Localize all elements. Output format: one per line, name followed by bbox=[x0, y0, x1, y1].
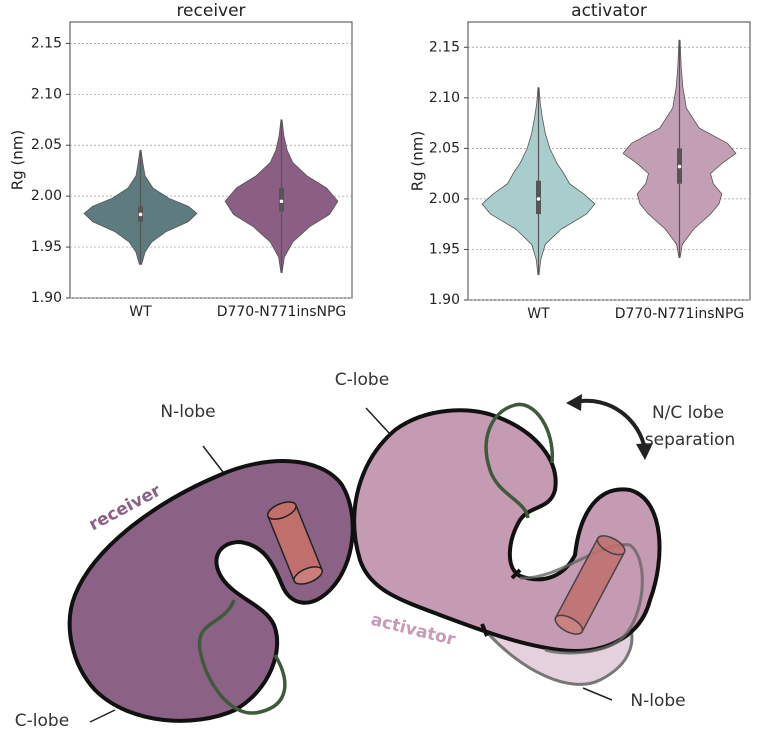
label: N-lobe bbox=[160, 402, 215, 422]
hinge-mark bbox=[480, 623, 489, 637]
diagram: N-lobe C-lobe receiver activator N/C lob… bbox=[15, 370, 735, 731]
median bbox=[677, 164, 682, 169]
label: separation bbox=[645, 430, 736, 450]
y-axis-label: Rg (nm) bbox=[9, 130, 27, 191]
activator-loop bbox=[484, 402, 554, 519]
y-tick-label: 2.15 bbox=[31, 35, 62, 51]
y-tick-label: 1.90 bbox=[31, 290, 62, 306]
chart-title: activator bbox=[571, 1, 647, 21]
median bbox=[279, 199, 284, 204]
activator-helix bbox=[554, 535, 626, 635]
x-tick-label: D770-N771insNPG bbox=[217, 304, 347, 320]
y-tick-label: 2.00 bbox=[429, 191, 460, 207]
x-tick-label: WT bbox=[527, 306, 550, 322]
activator-shape bbox=[352, 408, 662, 653]
pointer bbox=[202, 445, 224, 473]
x-tick-label: D770-N771insNPG bbox=[615, 306, 745, 322]
y-tick-label: 2.10 bbox=[429, 90, 460, 106]
y-tick-label: 1.90 bbox=[429, 292, 460, 308]
pointer bbox=[89, 709, 116, 723]
label: N-lobe bbox=[630, 691, 685, 711]
y-tick-label: 2.10 bbox=[31, 86, 62, 102]
label: C-lobe bbox=[15, 711, 69, 731]
y-tick-label: 2.15 bbox=[429, 39, 460, 55]
y-tick-label: 2.05 bbox=[31, 137, 62, 153]
plot-area bbox=[69, 21, 353, 299]
separation-arrow bbox=[574, 398, 647, 451]
y-axis-label: Rg (nm) bbox=[409, 131, 427, 192]
label: N/C lobe bbox=[652, 403, 724, 423]
y-tick-label: 1.95 bbox=[31, 239, 62, 255]
hinge-mark bbox=[510, 568, 522, 580]
median bbox=[138, 212, 143, 217]
arrow-head bbox=[566, 394, 582, 411]
label: C-lobe bbox=[335, 370, 389, 390]
arrow-head bbox=[636, 443, 653, 460]
pointer bbox=[582, 687, 613, 701]
y-tick-label: 1.95 bbox=[429, 241, 460, 257]
activator-nlobe-outline bbox=[519, 543, 644, 655]
receiver-loop bbox=[197, 599, 287, 715]
x-tick-label: WT bbox=[129, 304, 152, 320]
chart-title: receiver bbox=[176, 1, 245, 21]
y-tick-label: 2.05 bbox=[429, 140, 460, 156]
median bbox=[536, 197, 541, 201]
y-tick-label: 2.00 bbox=[31, 188, 62, 204]
pointer bbox=[365, 407, 391, 435]
receiver-helix bbox=[266, 501, 324, 585]
